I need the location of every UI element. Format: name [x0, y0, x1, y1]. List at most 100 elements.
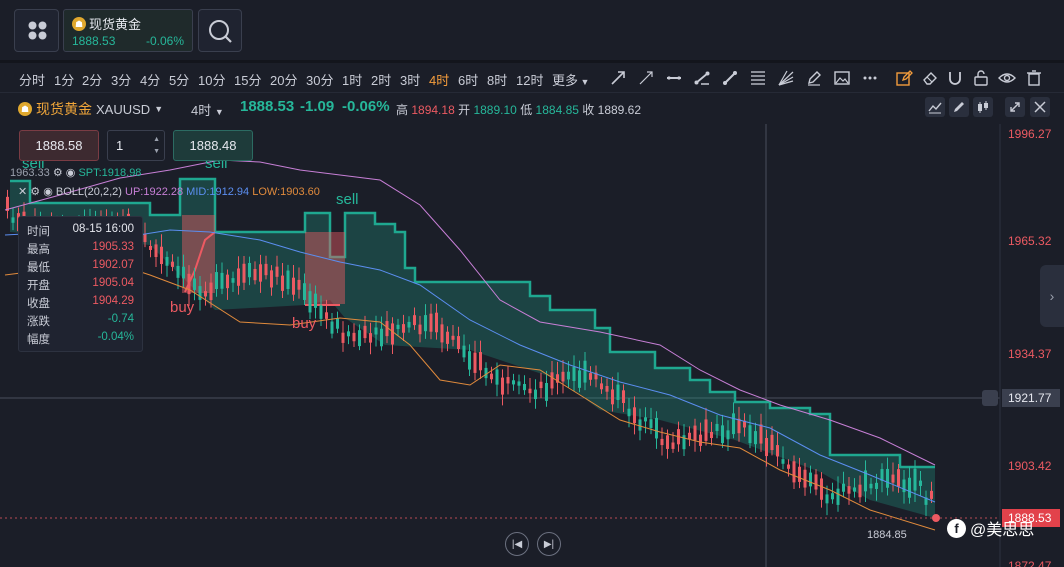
- tooltip-close: 1904.29: [92, 295, 134, 307]
- price-change-pct: -0.06%: [342, 98, 390, 115]
- tf-15m[interactable]: 15分: [234, 73, 262, 88]
- tooltip-time: 08-15 16:00: [72, 223, 134, 235]
- tf-4m[interactable]: 4分: [140, 73, 161, 88]
- price-change: -1.09: [300, 98, 335, 115]
- signal-label: buy: [170, 299, 195, 316]
- horizontal-line-icon[interactable]: [665, 69, 683, 87]
- tf-more[interactable]: 更多 ▼: [552, 73, 590, 88]
- separator: [0, 60, 1064, 63]
- price-axis: 1996.27 1965.32 1934.37 1921.77 1903.42 1888.…: [982, 127, 1060, 567]
- tf-3h[interactable]: 3时: [400, 73, 421, 88]
- price-axis-label: 1872.47: [1008, 559, 1052, 567]
- stepper-arrows-icon[interactable]: ▲ ▼: [153, 136, 160, 155]
- skip-back-icon: |◀: [511, 538, 523, 550]
- low-marker: 1884.85: [867, 529, 907, 541]
- settings-icon[interactable]: ⚙: [52, 167, 63, 179]
- edit-icon[interactable]: [895, 69, 913, 87]
- scroll-left-button[interactable]: |◀: [505, 532, 529, 556]
- tf-6h[interactable]: 6时: [458, 73, 479, 88]
- spt-indicator-row: 1963.33 ⚙ ◉ SPT:1918.98: [10, 167, 142, 179]
- price-axis-label: 1921.77: [1008, 391, 1052, 405]
- watermark: f @美思思: [947, 516, 1034, 540]
- drawing-button[interactable]: [949, 97, 969, 117]
- candles-icon: [978, 101, 988, 113]
- chart-grid: [0, 124, 1001, 567]
- indicator-button[interactable]: [973, 97, 993, 117]
- signal-label: sell: [336, 191, 359, 208]
- symbol-selector[interactable]: ☗ 现货黄金 XAUUSD ▼: [18, 99, 163, 119]
- fibonacci-icon[interactable]: [749, 69, 767, 87]
- tooltip-high: 1905.33: [92, 241, 134, 253]
- chevron-right-icon: ›: [1049, 288, 1055, 304]
- buy-price-button[interactable]: 1888.48: [173, 130, 253, 161]
- apps-button[interactable]: [14, 9, 59, 52]
- tf-8h[interactable]: 8时: [487, 73, 508, 88]
- pencil-icon: [954, 102, 964, 112]
- eye-icon[interactable]: [998, 69, 1016, 87]
- open-value: 1889.10: [473, 103, 517, 117]
- tf-1h[interactable]: 1时: [342, 73, 363, 88]
- tf-20m[interactable]: 20分: [270, 73, 298, 88]
- price-axis-label: 1888.53: [1008, 511, 1052, 525]
- eye-icon[interactable]: ◉: [65, 167, 76, 179]
- tf-1m[interactable]: 1分: [54, 73, 75, 88]
- arrow-icon[interactable]: [609, 69, 627, 87]
- close-icon[interactable]: ✕: [18, 186, 28, 198]
- chevron-down-icon: ▼: [154, 104, 164, 114]
- symbol-info-bar: ☗ 现货黄金 XAUUSD ▼ 4时 ▼ 1888.53 -1.09 -0.06…: [0, 94, 1064, 122]
- candlesticks: [6, 189, 933, 517]
- scroll-right-button[interactable]: ▶|: [537, 532, 561, 556]
- skip-forward-icon: ▶|: [543, 538, 555, 550]
- fan-icon[interactable]: [777, 69, 795, 87]
- candle-tooltip: 时间 08-15 16:00 最高 1905.33 最低 1902.07 开盘 1905…: [18, 216, 143, 352]
- tf-5m[interactable]: 5分: [169, 73, 190, 88]
- quantity-stepper[interactable]: 1 ▲ ▼: [107, 130, 165, 161]
- search-button[interactable]: [198, 9, 242, 52]
- low-value: 1884.85: [535, 103, 579, 117]
- high-value: 1894.18: [411, 103, 455, 117]
- line-chart-icon: [928, 102, 942, 114]
- segment-icon[interactable]: [721, 69, 739, 87]
- current-price-tag: [1002, 509, 1060, 527]
- tf-2h[interactable]: 2时: [371, 73, 392, 88]
- price-axis-label: 1903.42: [1008, 459, 1052, 473]
- close-value: 1889.62: [597, 103, 642, 117]
- bollinger-bands: [4, 159, 936, 531]
- symbol-card[interactable]: ☗ 现货黄金 1888.53 -0.06%: [63, 9, 193, 52]
- tooltip-pct: -0.04%: [97, 331, 134, 343]
- tf-12h[interactable]: 12时: [516, 73, 544, 88]
- delete-icon[interactable]: [1025, 69, 1043, 87]
- sell-price-button[interactable]: 1888.58: [19, 130, 99, 161]
- fullscreen-button[interactable]: [1005, 97, 1025, 117]
- image-icon[interactable]: [833, 69, 851, 87]
- magnet-icon[interactable]: [946, 69, 964, 87]
- expand-panel-button[interactable]: ›: [1040, 265, 1064, 327]
- tf-4h[interactable]: 4时: [429, 73, 450, 88]
- close-chart-button[interactable]: [1030, 97, 1050, 117]
- tf-3m[interactable]: 3分: [111, 73, 132, 88]
- more-icon[interactable]: [861, 69, 879, 87]
- tooltip-low: 1902.07: [92, 259, 134, 271]
- trend-line-icon[interactable]: [693, 69, 711, 87]
- tooltip-change: -0.74: [107, 313, 134, 325]
- supertrend-band: [10, 177, 935, 518]
- signal-label: buy: [292, 315, 317, 332]
- tf-10m[interactable]: 10分: [198, 73, 226, 88]
- crosshair-price-tag: [1002, 389, 1060, 407]
- unlock-icon[interactable]: [972, 69, 990, 87]
- eye-icon[interactable]: ◉: [43, 186, 53, 198]
- tf-2m[interactable]: 2分: [82, 73, 103, 88]
- symbol-card-name: 现货黄金: [89, 17, 142, 32]
- facebook-icon: f: [947, 518, 966, 538]
- price-axis-label: 1965.32: [1008, 234, 1052, 248]
- period-selector[interactable]: 4时 ▼: [191, 103, 224, 118]
- ray-icon[interactable]: [637, 69, 655, 87]
- eraser-icon[interactable]: [921, 69, 939, 87]
- pen-icon[interactable]: [805, 69, 823, 87]
- chart-type-button[interactable]: [925, 97, 945, 117]
- tf-30m[interactable]: 30分: [306, 73, 334, 88]
- tf-intraday[interactable]: 分时: [19, 73, 46, 88]
- symbol-code: XAUUSD: [96, 101, 151, 117]
- settings-icon[interactable]: ⚙: [30, 186, 41, 198]
